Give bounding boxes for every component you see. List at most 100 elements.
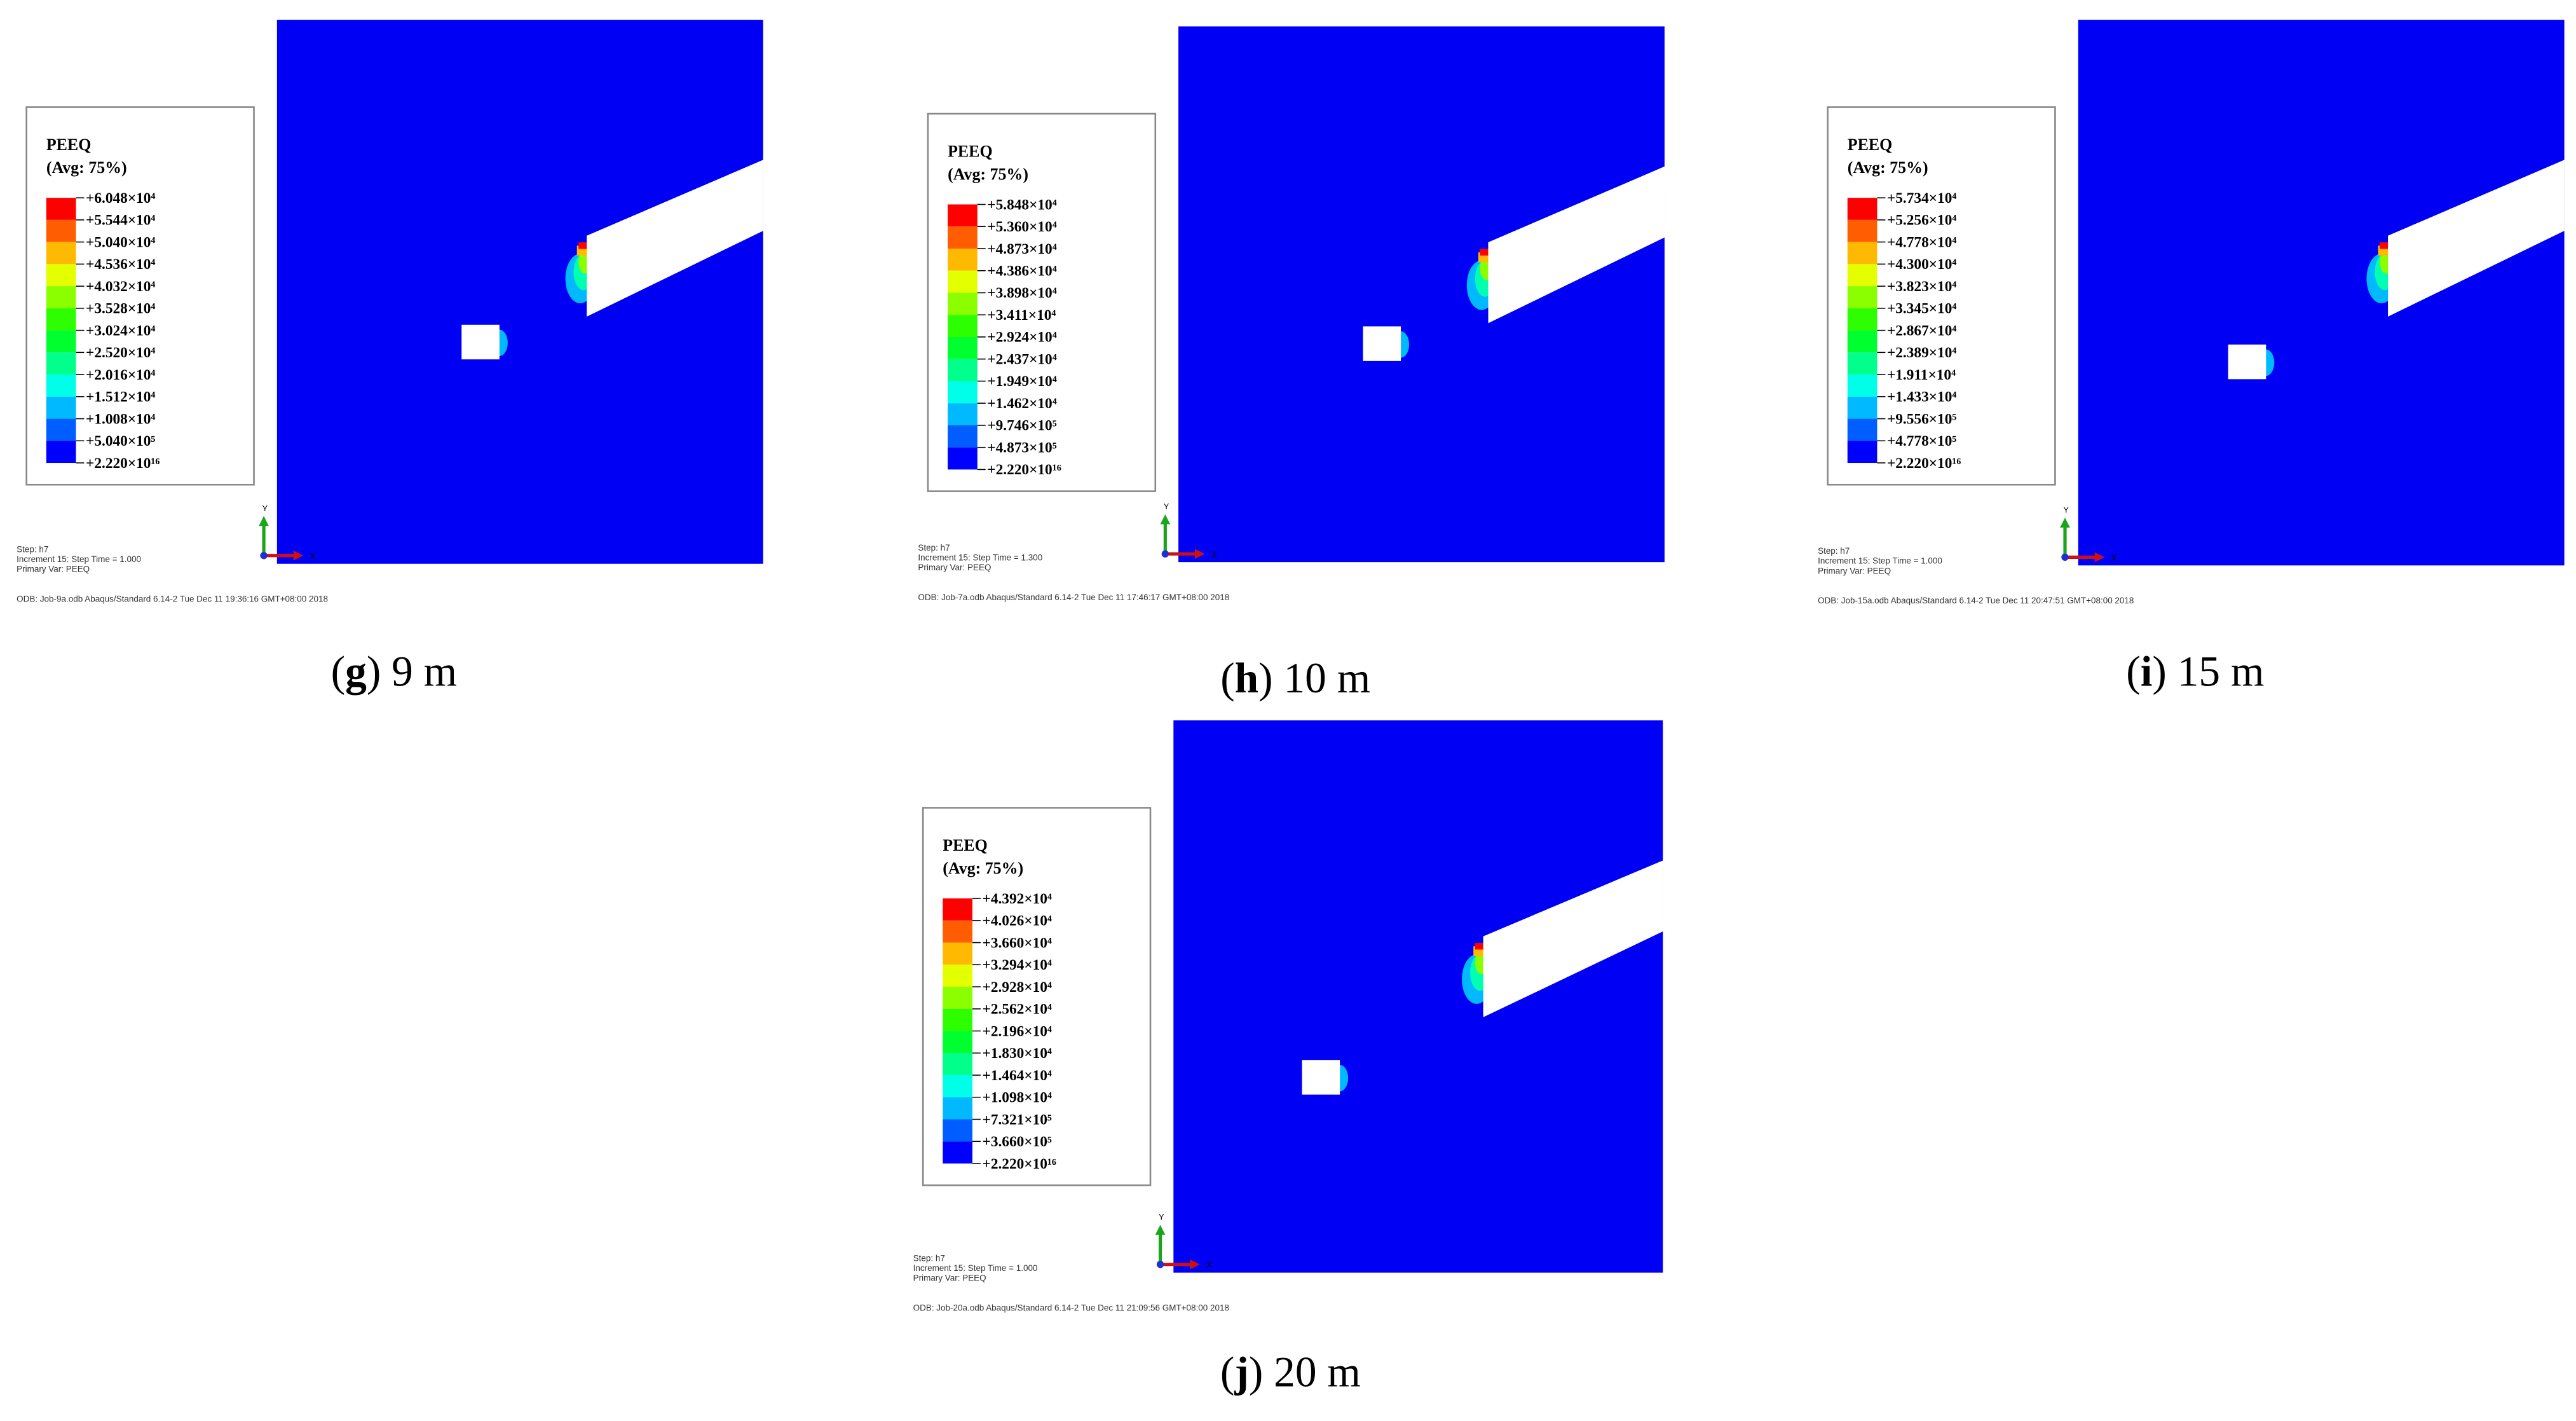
axis-triad: YX	[1155, 1212, 1212, 1270]
legend-label: +3.345×10⁴	[1887, 301, 1956, 317]
caption: (h) 10 m	[1220, 654, 1370, 702]
legend-label: +4.300×10⁴	[1887, 256, 1956, 273]
caption: (i) 15 m	[2126, 648, 2264, 696]
legend: PEEQ (Avg: 75%) +5.848×10⁴ +5.360×10⁴ +4.873…	[927, 113, 1157, 492]
info-text: Increment 15: Step Time = 1.000	[1818, 556, 1942, 566]
legend: PEEQ (Avg: 75%) +5.734×10⁴ +5.256×10⁴ +4.778…	[1827, 106, 2056, 486]
legend-swatch	[46, 242, 76, 264]
axis-label: Y	[262, 504, 268, 513]
legend-swatch	[1847, 374, 1877, 397]
legend-label: +9.746×10⁵	[987, 418, 1056, 434]
legend-label: +2.016×10⁴	[86, 367, 155, 383]
legend-swatch	[943, 1008, 972, 1031]
legend-label: +1.911×10⁴	[1887, 367, 1956, 383]
info-text: Step: h7	[918, 543, 950, 553]
axis-arrow	[2060, 518, 2070, 528]
legend-label: +3.660×10⁴	[983, 935, 1052, 951]
legend-label: +2.924×10⁴	[987, 329, 1056, 346]
legend-swatch	[46, 308, 76, 331]
legend-label: +2.196×10⁴	[983, 1023, 1052, 1040]
legend-label: +2.437×10⁴	[987, 351, 1056, 367]
contour-zone	[2380, 242, 2389, 249]
axis-origin	[260, 552, 268, 559]
legend-swatch	[948, 447, 978, 470]
legend-swatch	[948, 381, 978, 404]
contour-zone	[1480, 249, 1489, 256]
legend-label: +2.220×10¹⁶	[987, 462, 1061, 478]
contour-zone	[1475, 943, 1483, 950]
legend-subtitle: (Avg: 75%)	[948, 165, 1028, 184]
axis-triad: YX	[259, 504, 316, 561]
legend-label: +2.562×10⁴	[983, 1001, 1052, 1018]
axis-origin	[1156, 1260, 1164, 1268]
caption-paren: (	[2126, 648, 2140, 696]
axis-label: Y	[1159, 1212, 1164, 1222]
legend-label: +2.220×10¹⁶	[1887, 455, 1961, 472]
legend-swatch	[948, 315, 978, 337]
caption-text: ) 10 m	[1258, 654, 1370, 702]
tunnel	[1302, 1060, 1340, 1095]
tunnel	[461, 324, 500, 360]
axis-label: X	[310, 551, 316, 561]
legend-title: PEEQ	[1848, 135, 1893, 154]
info-text: ODB: Job-20a.odb Abaqus/Standard 6.14-2 …	[913, 1303, 1229, 1312]
legend-label: +1.512×10⁴	[86, 389, 155, 406]
legend-swatch	[948, 425, 978, 448]
info-text: Increment 15: Step Time = 1.000	[913, 1263, 1038, 1273]
legend-swatch	[1847, 308, 1877, 331]
axis-arrow	[2094, 552, 2105, 563]
legend-label: +2.389×10⁴	[1887, 345, 1956, 361]
legend-swatch	[943, 1097, 972, 1120]
legend-swatch	[1847, 330, 1877, 353]
legend-label: +2.928×10⁴	[983, 979, 1052, 996]
cut-slope	[1483, 860, 1663, 1017]
legend-label: +4.873×10⁴	[987, 241, 1056, 257]
info-text: Increment 15: Step Time = 1.300	[918, 553, 1042, 563]
info-text: Increment 15: Step Time = 1.000	[17, 554, 141, 564]
legend-swatch	[943, 1053, 972, 1076]
legend-label: +1.098×10⁴	[983, 1090, 1052, 1106]
legend-swatch	[943, 1075, 972, 1097]
legend-label: +4.032×10⁴	[86, 278, 155, 295]
legend-swatch	[943, 987, 972, 1009]
legend-swatch	[46, 352, 76, 375]
legend-swatch	[948, 359, 978, 381]
legend-swatch	[46, 264, 76, 287]
axis-triad: YX	[1160, 502, 1217, 559]
legend-swatch	[948, 336, 978, 359]
cut-slope	[587, 160, 763, 317]
caption-letter: h	[1235, 654, 1259, 702]
axis-label: X	[2111, 553, 2117, 563]
caption: (g) 9 m	[331, 648, 457, 696]
legend-swatch	[948, 270, 978, 293]
panel: PEEQ (Avg: 75%) +5.848×10⁴ +5.360×10⁴ +4.873…	[918, 26, 1665, 702]
legend-title: PEEQ	[943, 836, 988, 855]
caption-text: ) 20 m	[1249, 1349, 1361, 1396]
axis-label: Y	[2063, 505, 2069, 514]
legend-label: +2.520×10⁴	[86, 345, 155, 361]
panel: PEEQ (Avg: 75%) +6.048×10⁴ +5.544×10⁴ +5.040…	[17, 20, 763, 696]
legend-swatch	[1847, 198, 1877, 220]
legend-label: +1.949×10⁴	[987, 373, 1056, 390]
legend-swatch	[943, 898, 972, 921]
model-domain	[2078, 20, 2565, 566]
legend-label: +2.220×10¹⁶	[983, 1156, 1056, 1172]
caption-paren: (	[331, 648, 345, 696]
info-text: Primary Var: PEEQ	[913, 1273, 986, 1283]
info-text: Step: h7	[17, 545, 48, 554]
legend-label: +3.898×10⁴	[987, 285, 1056, 301]
axis-arrow	[293, 550, 304, 561]
axis-arrow	[259, 516, 269, 526]
info-text: Step: h7	[1818, 546, 1850, 556]
legend-label: +4.026×10⁴	[983, 913, 1052, 930]
legend-label: +1.830×10⁴	[983, 1045, 1052, 1062]
legend-swatch	[46, 441, 76, 463]
tunnel	[1363, 326, 1401, 361]
legend-label: +3.660×10⁵	[983, 1134, 1052, 1150]
legend-subtitle: (Avg: 75%)	[943, 859, 1023, 877]
info-text: ODB: Job-9a.odb Abaqus/Standard 6.14-2 T…	[17, 594, 328, 603]
legend-swatch	[948, 204, 978, 227]
legend: PEEQ (Avg: 75%) +6.048×10⁴ +5.544×10⁴ +5.040…	[25, 106, 255, 486]
